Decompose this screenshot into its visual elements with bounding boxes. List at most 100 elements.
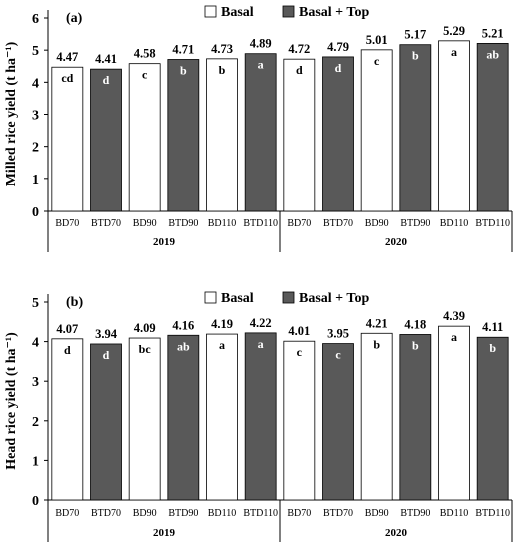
significance-letter: a	[258, 337, 264, 351]
bar-value-label: 5.17	[404, 28, 426, 42]
significance-letter: bc	[139, 342, 152, 356]
x-tick-label: BD70	[287, 508, 311, 519]
y-tick-label: 2	[32, 141, 39, 156]
y-tick-label: 5	[32, 296, 39, 311]
bar-value-label: 4.09	[134, 321, 156, 335]
bar	[360, 49, 393, 212]
significance-letter: d	[103, 348, 110, 362]
significance-letter: d	[103, 73, 110, 87]
legend-swatch-basal-top	[282, 291, 295, 304]
y-axis-title: Head rice yield (t ha⁻¹)	[4, 332, 19, 470]
x-tick-label: BD90	[133, 508, 157, 519]
bar	[322, 343, 354, 501]
significance-letter: d	[296, 63, 303, 77]
y-tick-label: 0	[32, 205, 39, 220]
bar	[476, 336, 509, 501]
y-tick-label: 2	[32, 415, 39, 430]
legend: Basal Basal + Top	[204, 5, 369, 20]
bar	[322, 56, 354, 212]
significance-letter: b	[180, 63, 187, 77]
legend-swatch-basal	[204, 5, 217, 18]
bar	[399, 44, 432, 212]
significance-letter: c	[142, 68, 148, 82]
bar	[90, 343, 122, 501]
bar-value-label: 5.01	[366, 33, 388, 47]
y-tick-label: 0	[32, 494, 39, 509]
significance-letter: c	[335, 348, 341, 362]
bar-value-label: 4.21	[366, 316, 388, 330]
significance-letter: ab	[486, 47, 499, 61]
y-tick-label: 4	[32, 336, 39, 351]
bar-value-label: 4.73	[211, 42, 233, 56]
bar	[244, 332, 277, 501]
bar-value-label: 4.39	[443, 309, 465, 323]
legend-label-basal: Basal	[221, 291, 254, 306]
y-tick-label: 1	[32, 454, 39, 469]
panel-label: (a)	[66, 11, 83, 26]
significance-letter: ab	[177, 339, 190, 353]
legend-label-basal-top: Basal + Top	[299, 5, 369, 20]
group-label: 2019	[153, 236, 176, 248]
x-tick-label: BTD70	[323, 218, 353, 229]
group-label: 2020	[385, 527, 408, 539]
bar	[360, 332, 393, 501]
bar-value-label: 5.21	[482, 26, 504, 40]
y-tick-label: 5	[32, 44, 39, 59]
bar-value-label: 4.47	[56, 50, 78, 64]
bar-value-label: 4.11	[482, 320, 503, 334]
bar	[438, 40, 470, 212]
significance-letter: d	[64, 343, 71, 357]
x-tick-label: BTD110	[475, 218, 510, 229]
x-tick-label: BD70	[55, 218, 79, 229]
significance-letter: b	[412, 338, 419, 352]
legend-swatch-basal-top	[282, 5, 295, 18]
bar	[206, 58, 238, 212]
significance-letter: b	[219, 63, 226, 77]
x-tick-label: BTD90	[400, 508, 430, 519]
bar-value-label: 4.18	[404, 317, 426, 331]
y-axis-title: Milled rice yield (t ha⁻¹)	[4, 41, 19, 186]
legend-label-basal-top: Basal + Top	[299, 291, 369, 306]
bar	[206, 333, 238, 501]
bar	[128, 63, 161, 212]
significance-letter: a	[451, 45, 457, 59]
bar-value-label: 4.22	[250, 316, 272, 330]
bar	[51, 338, 84, 501]
significance-letter: cd	[61, 71, 73, 85]
legend: Basal Basal + Top	[204, 291, 369, 306]
bar-value-label: 4.07	[56, 322, 78, 336]
x-tick-label: BD90	[365, 508, 389, 519]
bar	[128, 337, 161, 501]
significance-letter: c	[297, 345, 303, 359]
x-tick-label: BD110	[440, 508, 469, 519]
x-tick-label: BD70	[55, 508, 79, 519]
bar-value-label: 3.95	[327, 327, 349, 341]
bar-value-label: 5.29	[443, 24, 465, 38]
bar-value-label: 4.79	[327, 40, 349, 54]
x-tick-label: BTD70	[91, 218, 121, 229]
bar-value-label: 4.41	[95, 52, 117, 66]
bar	[167, 59, 200, 212]
significance-letter: c	[374, 54, 380, 68]
y-tick-label: 3	[32, 109, 39, 124]
bar	[476, 43, 509, 212]
x-tick-label: BD110	[208, 218, 237, 229]
x-tick-label: BTD90	[168, 508, 198, 519]
bar-value-label: 4.72	[288, 42, 310, 56]
x-tick-label: BTD110	[243, 508, 278, 519]
bar	[90, 68, 122, 212]
bar-value-label: 4.58	[134, 47, 156, 61]
significance-letter: d	[335, 61, 342, 75]
bar-value-label: 4.01	[288, 324, 310, 338]
significance-letter: a	[219, 338, 225, 352]
significance-letter: b	[373, 337, 380, 351]
y-tick-label: 1	[32, 173, 39, 188]
y-tick-label: 6	[32, 12, 39, 27]
bar	[283, 58, 316, 212]
legend-label-basal: Basal	[221, 5, 254, 20]
bar	[438, 325, 470, 501]
significance-letter: b	[489, 341, 496, 355]
x-tick-label: BTD70	[323, 508, 353, 519]
x-tick-label: BTD70	[91, 508, 121, 519]
